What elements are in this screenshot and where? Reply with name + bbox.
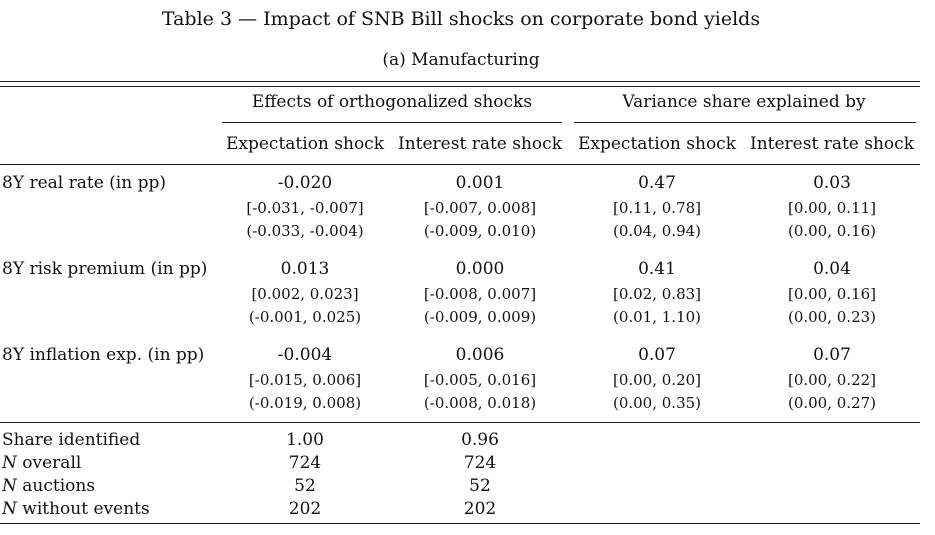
cell-ci-paren: (-0.019, 0.008) <box>248 394 362 412</box>
cell-ci-paren: (-0.009, 0.010) <box>423 222 537 240</box>
cell-ci-bracket: [0.11, 0.78] <box>612 199 702 217</box>
cmidrule-variance <box>574 122 916 123</box>
group-header-effects: Effects of orthogonalized shocks <box>251 92 533 112</box>
cell-ci-bracket: [-0.031, -0.007] <box>246 199 364 217</box>
footer-rule <box>0 422 920 423</box>
cell-ci-paren: (0.00, 0.27) <box>787 394 877 412</box>
cell-value: 724 <box>288 453 322 473</box>
cell-value: 202 <box>288 499 322 519</box>
cell-ci-paren: (0.00, 0.35) <box>612 394 702 412</box>
cell-ci-paren: (-0.001, 0.025) <box>248 308 362 326</box>
row-label-real-rate: 8Y real rate (in pp) <box>2 173 166 193</box>
cell-ci-bracket: [0.002, 0.023] <box>251 285 359 303</box>
cell-ci-bracket: [-0.005, 0.016] <box>423 371 537 389</box>
cell-value: 0.006 <box>455 345 505 365</box>
cell-value: 0.03 <box>813 173 851 193</box>
footer-label-share: Share identified <box>2 430 141 450</box>
cell-ci-bracket: [-0.015, 0.006] <box>248 371 362 389</box>
cmidrule-effects <box>222 122 562 123</box>
cell-ci-bracket: [0.00, 0.22] <box>787 371 877 389</box>
cell-ci-paren: (0.01, 1.10) <box>612 308 702 326</box>
cell-ci-paren: (0.00, 0.16) <box>787 222 877 240</box>
cell-value: 724 <box>463 453 497 473</box>
col-header-expectation-1: Expectation shock <box>225 134 385 154</box>
cell-ci-bracket: [-0.007, 0.008] <box>423 199 537 217</box>
footer-label-n-auctions: N auctions <box>2 476 96 496</box>
row-label-inflation-exp: 8Y inflation exp. (in pp) <box>2 345 205 365</box>
cell-value: 0.001 <box>455 173 505 193</box>
row-label-risk-premium: 8Y risk premium (in pp) <box>2 259 208 279</box>
footer-label-n-without-events: N without events <box>2 499 150 519</box>
cell-value: 0.47 <box>638 173 676 193</box>
cell-value: 1.00 <box>286 430 324 450</box>
cell-ci-paren: (-0.009, 0.009) <box>423 308 537 326</box>
group-header-variance: Variance share explained by <box>622 92 866 112</box>
cell-ci-bracket: [0.00, 0.16] <box>787 285 877 303</box>
cell-ci-bracket: [-0.008, 0.007] <box>423 285 537 303</box>
cell-ci-bracket: [0.02, 0.83] <box>612 285 702 303</box>
col-header-expectation-2: Expectation shock <box>577 134 737 154</box>
cell-value: 52 <box>469 476 491 496</box>
cell-value: 0.013 <box>280 259 330 279</box>
panel-subtitle: (a) Manufacturing <box>382 50 540 70</box>
header-rule <box>0 164 920 165</box>
col-header-interest-1: Interest rate shock <box>398 134 562 154</box>
bottom-rule <box>0 523 920 524</box>
cell-ci-bracket: [0.00, 0.20] <box>612 371 702 389</box>
top-rule-inner <box>0 86 920 87</box>
cell-value: 0.04 <box>813 259 851 279</box>
cell-ci-paren: (-0.033, -0.004) <box>246 222 364 240</box>
cell-value: 0.07 <box>638 345 676 365</box>
cell-ci-paren: (0.00, 0.23) <box>787 308 877 326</box>
table-title: Table 3 — Impact of SNB Bill shocks on c… <box>161 8 761 30</box>
cell-value: -0.020 <box>277 173 333 193</box>
cell-ci-paren: (0.04, 0.94) <box>612 222 702 240</box>
cell-ci-paren: (-0.008, 0.018) <box>423 394 537 412</box>
footer-label-n-overall: N overall <box>2 453 82 473</box>
top-rule <box>0 81 920 82</box>
cell-value: -0.004 <box>277 345 333 365</box>
cell-value: 202 <box>463 499 497 519</box>
col-header-interest-2: Interest rate shock <box>750 134 914 154</box>
cell-value: 0.000 <box>455 259 505 279</box>
cell-value: 0.41 <box>638 259 676 279</box>
cell-value: 52 <box>294 476 316 496</box>
cell-value: 0.07 <box>813 345 851 365</box>
cell-value: 0.96 <box>461 430 499 450</box>
cell-ci-bracket: [0.00, 0.11] <box>787 199 877 217</box>
